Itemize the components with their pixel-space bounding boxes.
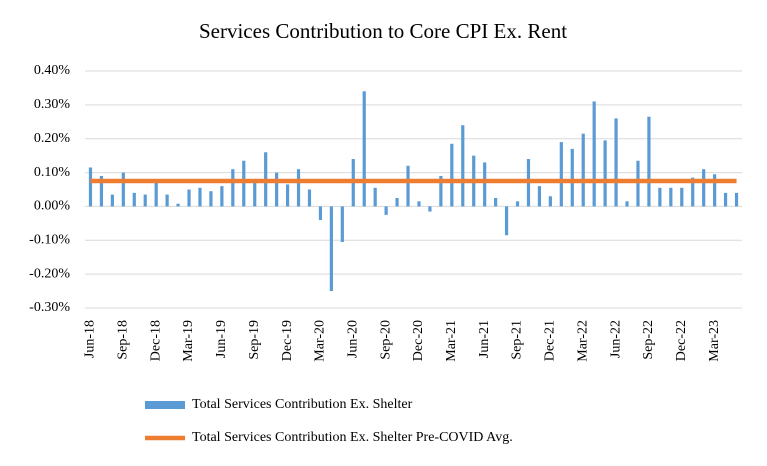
bar	[340, 206, 344, 242]
bar	[307, 189, 312, 207]
bar	[373, 187, 377, 207]
bar	[450, 143, 454, 207]
x-tick-label: Dec-22	[674, 320, 689, 361]
bar	[99, 175, 104, 207]
x-tick-label: Dec-21	[543, 320, 558, 361]
bar	[504, 206, 509, 236]
bar	[121, 172, 125, 207]
x-tick-label: Sep-22	[641, 320, 656, 360]
y-tick-label: -0.10%	[29, 233, 70, 248]
legend-label: Total Services Contribution Ex. Shelter	[192, 397, 413, 412]
bar	[483, 162, 487, 207]
x-tick-label: Sep-19	[247, 320, 262, 360]
x-tick-label: Jun-21	[477, 320, 492, 358]
bar	[384, 206, 388, 215]
bar	[417, 201, 421, 207]
bar	[395, 197, 399, 207]
bar	[537, 186, 542, 207]
x-tick-label: Mar-23	[707, 320, 722, 362]
bar	[636, 160, 640, 207]
bar	[723, 192, 728, 207]
bar	[581, 133, 585, 207]
bar	[253, 182, 257, 207]
x-tick-label: Jun-20	[345, 320, 360, 358]
bar	[625, 201, 629, 207]
bar	[647, 116, 651, 207]
bar	[570, 148, 574, 207]
y-tick-label: 0.00%	[34, 199, 71, 214]
bar	[406, 165, 410, 207]
bar	[515, 201, 520, 207]
bar	[713, 174, 717, 207]
x-tick-label: Mar-21	[444, 320, 459, 362]
bar	[603, 140, 607, 207]
x-tick-label: Jun-22	[608, 320, 623, 358]
bar	[318, 206, 323, 220]
bar	[132, 192, 136, 207]
bar	[176, 203, 180, 207]
bar	[691, 177, 695, 207]
x-tick-label: Sep-18	[116, 320, 131, 360]
y-tick-label: -0.30%	[29, 300, 70, 315]
x-tick-label: Mar-20	[313, 320, 328, 362]
y-tick-label: 0.30%	[34, 97, 71, 112]
bar	[198, 187, 202, 207]
bar	[592, 101, 596, 207]
bar	[680, 187, 684, 207]
bar	[439, 175, 443, 207]
x-tick-label: Dec-18	[148, 320, 163, 361]
legend-swatch	[145, 401, 185, 409]
x-tick-label: Sep-20	[378, 320, 393, 360]
x-tick-label: Mar-22	[575, 320, 590, 362]
bar	[428, 206, 432, 212]
legend-label: Total Services Contribution Ex. Shelter …	[192, 430, 513, 445]
x-tick-label: Jun-19	[214, 320, 229, 358]
chart-title: Services Contribution to Core CPI Ex. Re…	[199, 19, 567, 43]
bar	[296, 169, 301, 207]
bar	[329, 206, 333, 292]
y-tick-label: 0.20%	[34, 131, 71, 146]
x-tick-label: Jun-18	[83, 320, 98, 358]
bar	[165, 194, 169, 207]
bar	[187, 189, 191, 207]
bar	[242, 160, 246, 207]
x-tick-label: Sep-21	[510, 320, 525, 360]
bar	[658, 187, 662, 207]
bar	[110, 194, 114, 207]
bar	[734, 192, 739, 207]
y-tick-label: -0.20%	[29, 266, 70, 281]
bar	[88, 167, 93, 207]
y-tick-label: 0.40%	[34, 63, 71, 78]
bar	[559, 142, 563, 207]
bar	[461, 125, 465, 207]
bar	[548, 196, 552, 207]
x-tick-label: Dec-20	[411, 320, 426, 361]
bar	[154, 182, 158, 207]
bar	[362, 91, 366, 207]
bar	[669, 187, 673, 207]
bar	[494, 197, 498, 207]
y-tick-label: 0.10%	[34, 165, 71, 180]
bar	[275, 172, 279, 207]
bar	[143, 194, 147, 207]
bar	[285, 184, 290, 207]
bar	[220, 186, 224, 207]
bar	[209, 191, 213, 207]
bar	[231, 169, 235, 207]
bar	[702, 169, 706, 207]
bar	[614, 118, 618, 207]
x-tick-label: Mar-19	[181, 320, 196, 362]
x-tick-label: Dec-19	[280, 320, 295, 361]
